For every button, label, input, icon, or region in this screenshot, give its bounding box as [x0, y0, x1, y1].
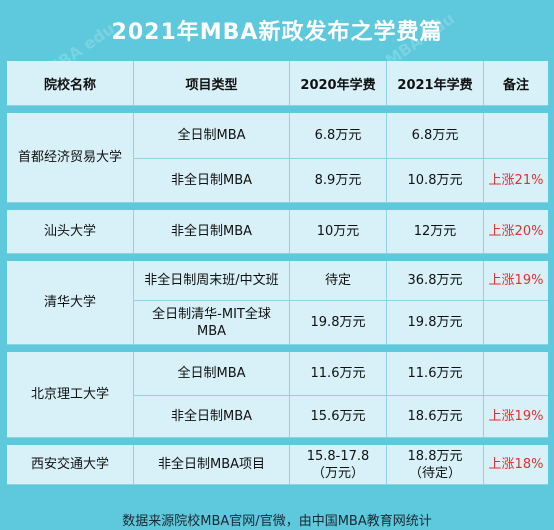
- fee-2020: 11.6万元: [290, 352, 387, 396]
- table-row: 非全日制MBA 8.9万元 10.8万元 上涨21%: [7, 159, 548, 203]
- fee-2020: 15.6万元: [290, 396, 387, 438]
- note: [484, 301, 548, 345]
- fee-2020: 待定: [290, 261, 387, 301]
- fee-2021: 11.6万元: [387, 352, 484, 396]
- source-footer: 数据来源院校MBA官网/官微，由中国MBA教育网统计: [122, 513, 432, 529]
- program-type: 非全日制MBA: [134, 159, 290, 203]
- table-row: 非全日制MBA 15.6万元 18.6万元 上涨19%: [7, 396, 548, 438]
- table-row: 清华大学 非全日制周末班/中文班 待定 36.8万元 上涨19%: [7, 261, 548, 345]
- program-type: 全日制MBA: [134, 113, 290, 159]
- note: 上涨20%: [484, 210, 548, 254]
- header-school: 院校名称: [7, 61, 134, 106]
- school-name: 西安交通大学: [7, 445, 134, 485]
- program-type: 全日制MBA: [134, 352, 290, 396]
- school-name: 首都经济贸易大学: [7, 113, 134, 203]
- note: 上涨18%: [484, 445, 548, 485]
- fee-2020: 10万元: [290, 210, 387, 254]
- fee-table: 院校名称 项目类型 2020年学费 2021年学费 备注 首都经济贸易大学 全日…: [7, 61, 548, 485]
- note: [484, 352, 548, 396]
- table-row: 北京理工大学 全日制MBA 11.6万元 11.6万元: [7, 352, 548, 438]
- header-fee-2020: 2020年学费: [290, 61, 387, 106]
- fee-2021: 6.8万元: [387, 113, 484, 159]
- header-row: 院校名称 项目类型 2020年学费 2021年学费 备注: [7, 61, 548, 106]
- note: 上涨19%: [484, 396, 548, 438]
- fee-2021: 12万元: [387, 210, 484, 254]
- fee-2021: 36.8万元: [387, 261, 484, 301]
- fee-2020: 8.9万元: [290, 159, 387, 203]
- fee-2021: 10.8万元: [387, 159, 484, 203]
- program-type: 非全日制周末班/中文班: [134, 261, 290, 301]
- header-program: 项目类型: [134, 61, 290, 106]
- fee-2021: 18.8万元（待定）: [387, 445, 484, 485]
- program-type: 非全日制MBA: [134, 396, 290, 438]
- page-title: 2021年MBA新政发布之学费篇: [111, 20, 443, 45]
- table-row: 汕头大学 非全日制MBA 10万元 12万元 上涨20%: [7, 210, 548, 254]
- header-note: 备注: [484, 61, 548, 106]
- fee-2020: 19.8万元: [290, 301, 387, 345]
- program-type: 全日制清华-MIT全球MBA: [134, 301, 290, 345]
- fee-2021: 19.8万元: [387, 301, 484, 345]
- header-fee-2021: 2021年学费: [387, 61, 484, 106]
- table-row: 全日制清华-MIT全球MBA 19.8万元 19.8万元: [7, 301, 548, 345]
- table-row: 首都经济贸易大学 全日制MBA 6.8万元 6.8万元: [7, 113, 548, 203]
- program-type: 非全日制MBA项目: [134, 445, 290, 485]
- school-name: 北京理工大学: [7, 352, 134, 438]
- note: 上涨19%: [484, 261, 548, 301]
- note: 上涨21%: [484, 159, 548, 203]
- school-name: 清华大学: [7, 261, 134, 345]
- program-type: 非全日制MBA: [134, 210, 290, 254]
- fee-2020: 15.8-17.8（万元）: [290, 445, 387, 485]
- table-row: 西安交通大学 非全日制MBA项目 15.8-17.8（万元） 18.8万元（待定…: [7, 445, 548, 485]
- fee-2021: 18.6万元: [387, 396, 484, 438]
- school-name: 汕头大学: [7, 210, 134, 254]
- note: [484, 113, 548, 159]
- fee-2020: 6.8万元: [290, 113, 387, 159]
